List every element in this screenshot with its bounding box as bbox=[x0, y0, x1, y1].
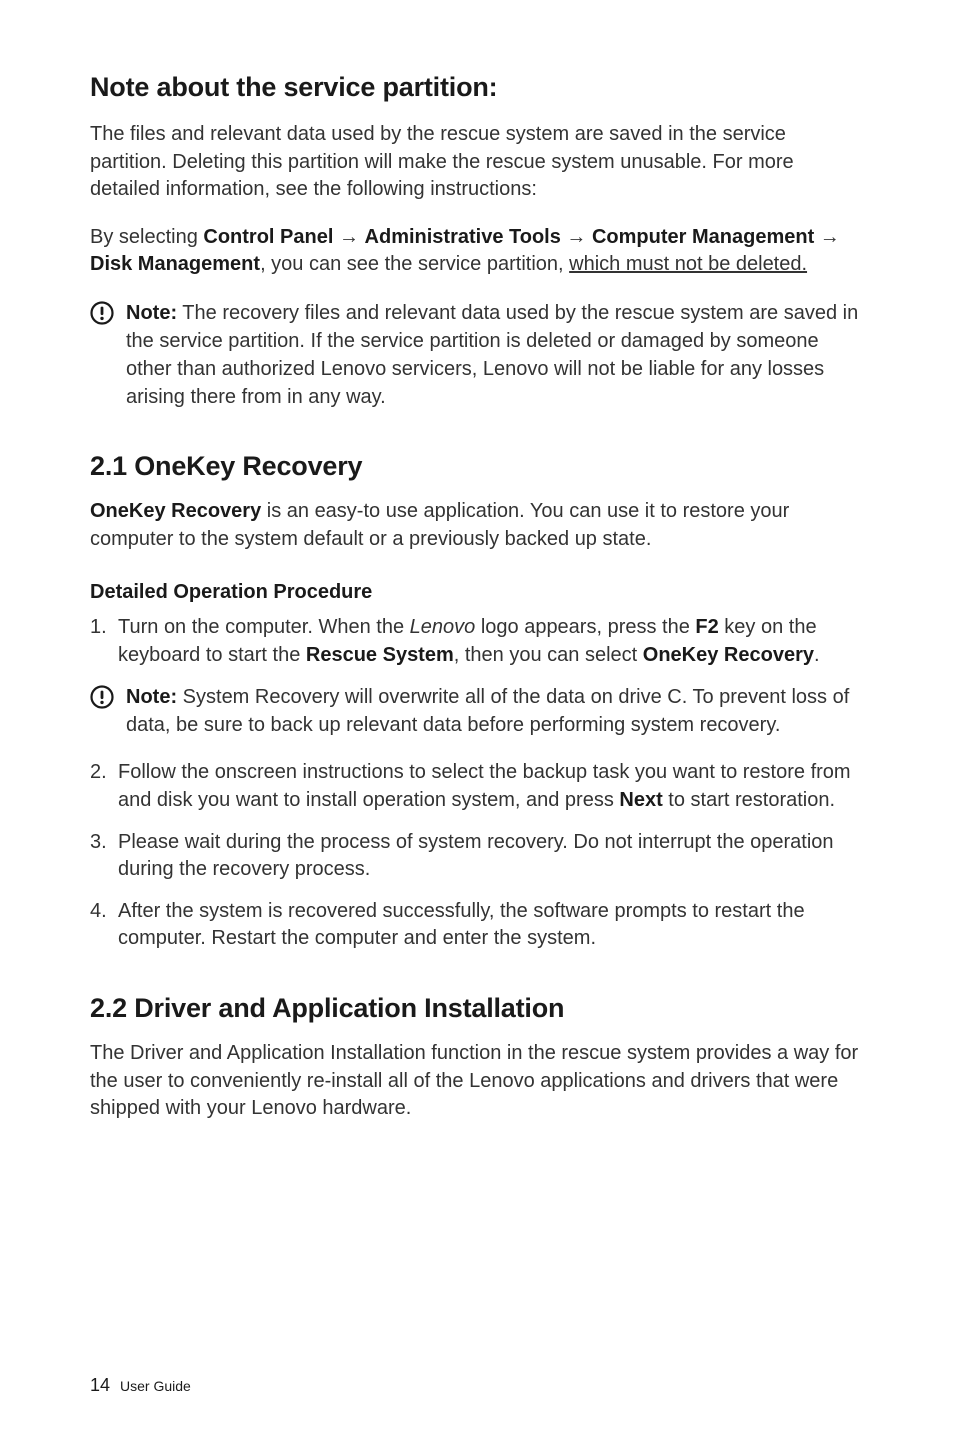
bold-admin-tools: Administrative Tools bbox=[365, 226, 561, 248]
note-label: Note: bbox=[126, 302, 177, 324]
para-driver: The Driver and Application Installation … bbox=[90, 1040, 864, 1123]
bold-onekey-rec: OneKey Recovery bbox=[643, 644, 814, 666]
t: Turn on the computer. When the bbox=[118, 616, 410, 638]
heading-service-partition: Note about the service partition: bbox=[90, 72, 864, 103]
t: . bbox=[814, 644, 820, 666]
heading-onekey: 2.1 OneKey Recovery bbox=[90, 451, 864, 482]
arrow: → bbox=[814, 226, 840, 248]
ordered-list-2: Follow the onscreen instructions to sele… bbox=[90, 759, 864, 953]
arrow: → bbox=[333, 226, 364, 248]
t: logo appears, press the bbox=[475, 616, 695, 638]
page-footer: 14 User Guide bbox=[90, 1375, 191, 1396]
heading-driver-install: 2.2 Driver and Application Installation bbox=[90, 993, 864, 1024]
bold-rescue: Rescue System bbox=[306, 644, 454, 666]
note-text-1: Note: The recovery files and relevant da… bbox=[126, 299, 864, 411]
note-block-2: Note: System Recovery will overwrite all… bbox=[90, 683, 864, 739]
note-label: Note: bbox=[126, 686, 177, 708]
bold-f2: F2 bbox=[695, 616, 718, 638]
list-item: Turn on the computer. When the Lenovo lo… bbox=[90, 614, 864, 669]
arrow: → bbox=[561, 226, 592, 248]
page-number: 14 bbox=[90, 1375, 110, 1395]
list-item: Please wait during the process of system… bbox=[90, 829, 864, 884]
list-item: After the system is recovered successful… bbox=[90, 898, 864, 953]
bold-disk-mgmt: Disk Management bbox=[90, 253, 260, 275]
footer-guide-label: User Guide bbox=[120, 1378, 191, 1394]
bold-comp-mgmt: Computer Management bbox=[592, 226, 814, 248]
bold-onekey: OneKey Recovery bbox=[90, 500, 261, 522]
t: to start restoration. bbox=[663, 789, 835, 811]
ordered-list-1: Turn on the computer. When the Lenovo lo… bbox=[90, 614, 864, 669]
text-mid: , you can see the service partition, bbox=[260, 253, 569, 275]
t: , then you can select bbox=[454, 644, 643, 666]
bold-next: Next bbox=[619, 789, 662, 811]
note-text-2: Note: System Recovery will overwrite all… bbox=[126, 683, 864, 739]
heading-detailed-procedure: Detailed Operation Procedure bbox=[90, 581, 864, 604]
note-body: System Recovery will overwrite all of th… bbox=[126, 686, 849, 736]
underline-warning: which must not be deleted. bbox=[569, 253, 807, 275]
list-item: Follow the onscreen instructions to sele… bbox=[90, 759, 864, 814]
warning-icon bbox=[90, 301, 114, 325]
italic-lenovo: Lenovo bbox=[410, 616, 476, 638]
para-onekey-intro: OneKey Recovery is an easy-to use applic… bbox=[90, 498, 864, 553]
warning-icon bbox=[90, 685, 114, 709]
note-body: The recovery files and relevant data use… bbox=[126, 302, 858, 408]
text-lead: By selecting bbox=[90, 226, 203, 248]
bold-control-panel: Control Panel bbox=[203, 226, 333, 248]
para-service-intro: The files and relevant data used by the … bbox=[90, 121, 864, 204]
note-block-1: Note: The recovery files and relevant da… bbox=[90, 299, 864, 411]
para-service-path: By selecting Control Panel → Administrat… bbox=[90, 224, 864, 279]
